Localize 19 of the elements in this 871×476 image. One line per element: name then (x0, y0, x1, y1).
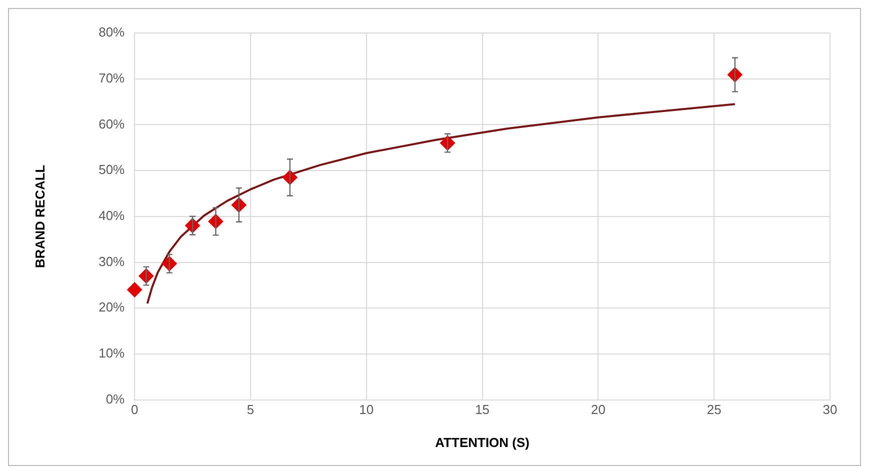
x-tick-label: 15 (475, 402, 490, 418)
y-tick-label: 50% (98, 162, 126, 178)
y-axis-title: BRAND RECALL (32, 164, 48, 268)
x-tick-label: 10 (359, 402, 374, 418)
y-tick-label: 30% (98, 254, 126, 269)
y-tick-label: 70% (98, 70, 126, 86)
x-tick-label: 25 (706, 402, 722, 418)
y-tick-label: 60% (98, 116, 126, 132)
y-tick-label: 80% (98, 24, 126, 40)
point (127, 282, 142, 298)
y-tick-label: 10% (98, 346, 126, 361)
x-tick-label: 5 (246, 402, 254, 418)
y-tick-label: 40% (98, 208, 126, 223)
x-tick-label: 20 (590, 402, 606, 418)
x-tick-label: 0 (131, 402, 138, 418)
x-axis-title: ATTENTION (S) (435, 434, 530, 450)
y-tick-label: 0% (106, 391, 126, 406)
y-tick-label: 20% (98, 300, 126, 315)
x-tick-label: 30 (822, 402, 838, 418)
